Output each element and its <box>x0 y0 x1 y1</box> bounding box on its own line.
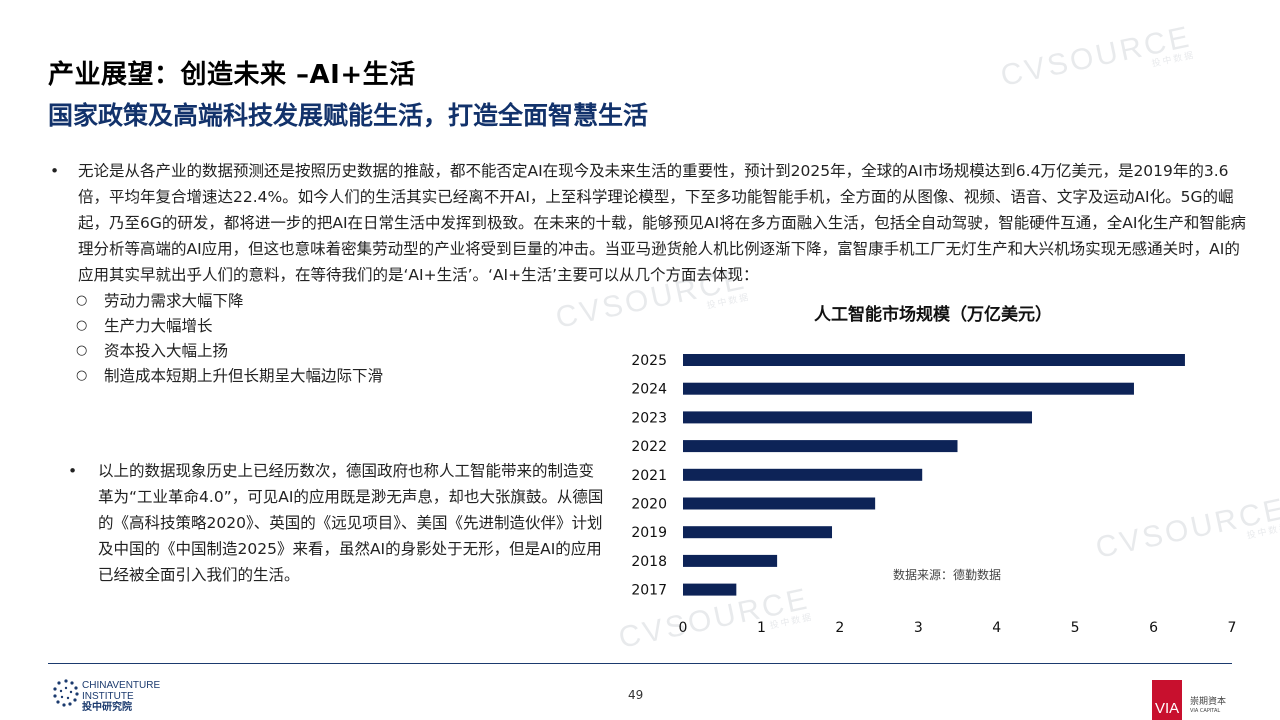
page-title: 产业展望：创造未来 –AI+生活 <box>48 60 416 90</box>
via-logo-text: VIA <box>1155 700 1180 717</box>
bar-2022 <box>683 440 958 453</box>
list-item: ○ 制造成本短期上升但长期呈大幅边际下滑 <box>76 363 1248 388</box>
x-tick-label: 4 <box>992 620 1001 636</box>
circle-bullet-icon: ○ <box>76 318 88 333</box>
bullet-icon: • <box>50 162 60 180</box>
bar-2018 <box>683 554 778 567</box>
bar-2024 <box>683 382 1134 395</box>
market-size-chart: 人工智能市场规模（万亿美元） 2025202420232022202120202… <box>631 304 1237 636</box>
bullet-text: 无论是从各产业的数据预测还是按照历史数据的推敲，都不能否定AI在现今及未来生活的… <box>78 162 1246 284</box>
x-tick-label: 3 <box>914 620 923 636</box>
bar-2020 <box>683 497 876 510</box>
circle-bullet-icon: ○ <box>76 343 88 358</box>
logo-line-2: INSTITUTE <box>82 691 134 702</box>
logo-line-cn: 投中研究院 <box>82 702 132 713</box>
footer-divider <box>48 663 1232 664</box>
chinaventure-logo <box>53 679 79 707</box>
page-subtitle: 国家政策及高端科技发展赋能生活，打造全面智慧生活 <box>48 101 649 130</box>
x-tick-label: 5 <box>1071 620 1080 636</box>
chart-title: 人工智能市场规模（万亿美元） <box>814 304 1052 325</box>
list-item-label: 资本投入大幅上扬 <box>104 342 229 360</box>
y-tick-label: 2021 <box>631 468 667 484</box>
bar-2017 <box>683 583 737 596</box>
x-tick-label: 1 <box>757 620 766 636</box>
list-item: ○ 劳动力需求大幅下降 <box>76 288 1248 313</box>
circle-bullet-icon: ○ <box>76 368 88 383</box>
bullet-paragraph: • 无论是从各产业的数据预测还是按照历史数据的推敲，都不能否定AI在现今及未来生… <box>48 158 1248 288</box>
via-logo-en: VIA CAPITAL <box>1190 708 1221 714</box>
y-tick-label: 2018 <box>631 554 667 570</box>
x-tick-label: 0 <box>679 620 688 636</box>
bar-2019 <box>683 526 833 539</box>
bullet-paragraph-2: • 以上的数据现象历史上已经历数次，德国政府也称人工智能带来的制造变革为“工业革… <box>66 458 606 588</box>
logo-line-1: CHINAVENTURE <box>82 680 161 691</box>
bar-2023 <box>683 411 1033 424</box>
sub-list: ○ 劳动力需求大幅下降 ○ 生产力大幅增长 ○ 资本投入大幅上扬 ○ 制造成本短… <box>76 288 1248 388</box>
list-item-label: 生产力大幅增长 <box>104 317 213 335</box>
y-tick-label: 2023 <box>631 410 667 426</box>
y-tick-label: 2019 <box>631 525 667 541</box>
bar-2021 <box>683 468 923 481</box>
list-item: ○ 资本投入大幅上扬 <box>76 338 1248 363</box>
y-tick-label: 2020 <box>631 497 667 513</box>
y-tick-label: 2017 <box>631 583 667 599</box>
list-item: ○ 生产力大幅增长 <box>76 313 1248 338</box>
bullet-text: 以上的数据现象历史上已经历数次，德国政府也称人工智能带来的制造变革为“工业革命4… <box>98 462 604 584</box>
via-logo-cn: 崇期資本 <box>1190 697 1227 707</box>
main-text: • 无论是从各产业的数据预测还是按照历史数据的推敲，都不能否定AI在现今及未来生… <box>48 158 1248 388</box>
logo-text: CHINAVENTURE INSTITUTE 投中研究院 <box>82 680 160 713</box>
list-item-label: 制造成本短期上升但长期呈大幅边际下滑 <box>104 367 384 385</box>
page-number: 49 <box>628 688 644 702</box>
chart-annotation: 数据来源：德勤数据 <box>893 567 1001 582</box>
via-logo-block <box>1152 680 1182 720</box>
watermark: CVSOURCE 投中数据 <box>997 20 1196 93</box>
x-tick-label: 6 <box>1149 620 1158 636</box>
y-tick-label: 2025 <box>631 353 667 369</box>
x-tick-label: 7 <box>1228 620 1237 636</box>
y-tick-label: 2022 <box>631 439 667 455</box>
x-tick-label: 2 <box>835 620 844 636</box>
circle-bullet-icon: ○ <box>76 293 88 308</box>
y-tick-label: 2024 <box>631 382 667 398</box>
list-item-label: 劳动力需求大幅下降 <box>104 292 244 310</box>
bar-2025 <box>683 354 1185 366</box>
bullet-icon: • <box>68 462 78 480</box>
